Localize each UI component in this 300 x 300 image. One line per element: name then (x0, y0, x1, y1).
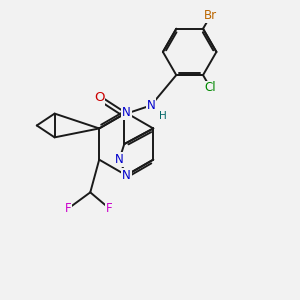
Text: O: O (94, 92, 104, 104)
Text: Br: Br (204, 9, 217, 22)
Text: N: N (122, 106, 130, 119)
Text: Cl: Cl (205, 82, 216, 94)
Text: N: N (147, 99, 155, 112)
Text: H: H (159, 111, 167, 121)
Text: N: N (115, 153, 124, 166)
Text: N: N (122, 169, 130, 182)
Text: F: F (65, 202, 71, 215)
Text: F: F (106, 202, 113, 215)
